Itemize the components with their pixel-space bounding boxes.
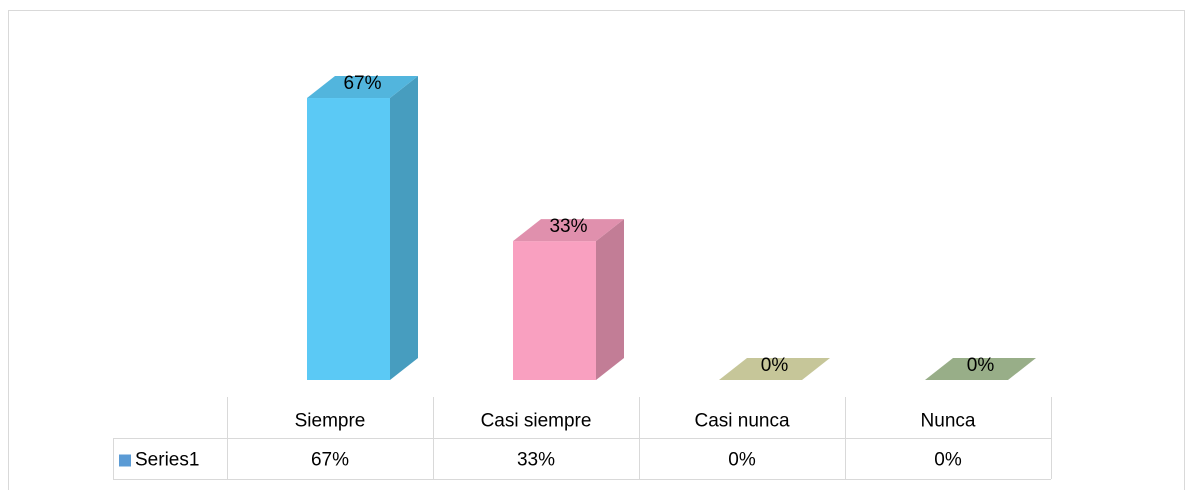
data-label: 67%: [343, 73, 381, 94]
bar-front: [307, 98, 390, 381]
bar-side: [596, 219, 624, 380]
data-label: 0%: [967, 355, 995, 376]
bar-side: [390, 76, 418, 381]
table-value: 67%: [311, 450, 349, 471]
x-tick-label: Nunca: [921, 411, 976, 432]
legend-swatch: [119, 454, 131, 467]
bar-top: [925, 358, 1036, 380]
data-label: 0%: [761, 355, 789, 376]
bar-front: [513, 241, 596, 380]
chart-border: [8, 10, 1185, 490]
data-label: 33%: [549, 216, 587, 237]
bar-top: [719, 358, 830, 380]
table-value: 33%: [517, 450, 555, 471]
legend-label: Series1: [135, 450, 199, 471]
x-tick-label: Casi siempre: [481, 411, 592, 432]
bar-top: [513, 219, 624, 242]
x-tick-label: Casi nunca: [694, 411, 789, 432]
table-value: 0%: [934, 450, 962, 471]
x-tick-label: Siempre: [295, 411, 366, 432]
table-value: 0%: [728, 450, 756, 471]
bar-top: [307, 76, 418, 99]
